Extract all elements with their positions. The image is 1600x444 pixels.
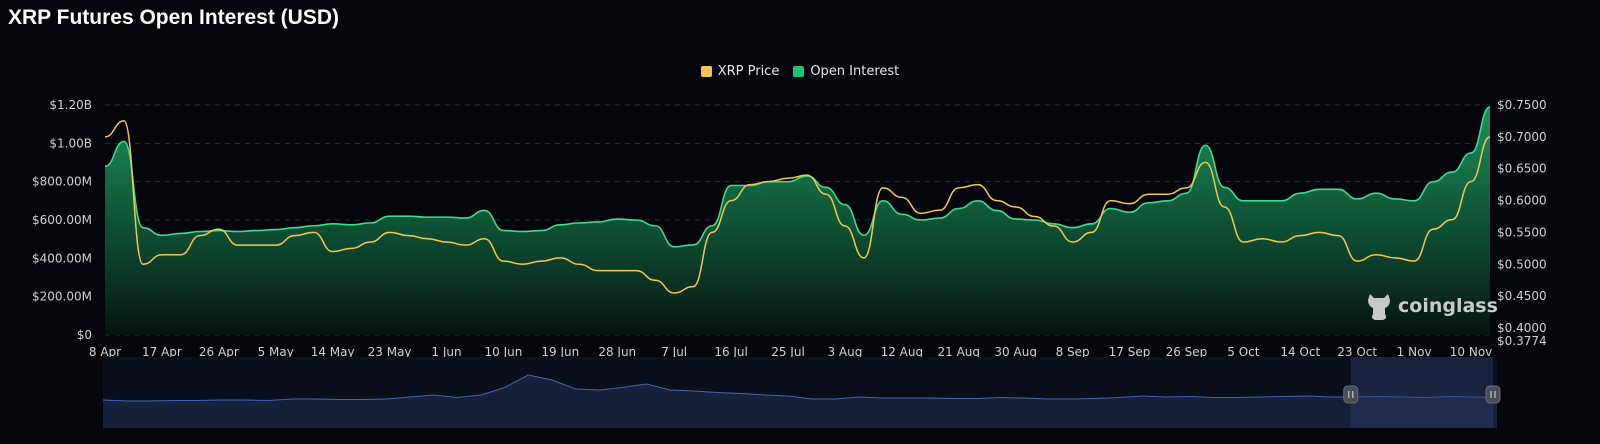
legend-item-open-interest[interactable]: Open Interest (793, 64, 899, 79)
x-tick-label: 23 May (368, 345, 412, 359)
handle-grip-icon (1485, 385, 1501, 404)
x-tick-label: 28 Jun (598, 345, 636, 359)
x-tick-label: 10 Nov (1450, 345, 1493, 359)
handle-grip-icon (1343, 385, 1359, 404)
coinglass-logo-icon (1368, 294, 1390, 320)
y-left-tick-label: $1.00B (49, 136, 92, 150)
open-interest-area (105, 106, 1490, 335)
x-tick-label: 1 Jun (431, 345, 461, 359)
y-right-tick-label: $0.6500 (1497, 162, 1547, 176)
y-left-tick-label: $600.00M (32, 213, 92, 227)
x-tick-label: 21 Aug (938, 345, 981, 359)
x-tick-label: 10 Jun (485, 345, 523, 359)
y-right-tick-label: $0.4500 (1497, 289, 1547, 303)
x-tick-label: 5 May (258, 345, 294, 359)
y-right-tick-label: $0.6000 (1497, 194, 1547, 208)
legend-swatch-open-interest (793, 66, 805, 77)
watermark-text: coinglass (1398, 295, 1498, 317)
open-interest-line (104, 106, 1491, 248)
navigator-handle-left[interactable] (1343, 385, 1359, 404)
x-tick-label: 5 Oct (1227, 345, 1259, 359)
navigator-handle-right[interactable] (1485, 385, 1501, 404)
navigator-area (103, 375, 1497, 428)
x-tick-label: 17 Apr (142, 345, 182, 359)
x-tick-label: 26 Sep (1166, 345, 1208, 359)
x-tick-label: 14 Oct (1280, 345, 1320, 359)
x-tick-label: 25 Jul (771, 345, 805, 359)
x-tick-label: 7 Jul (661, 345, 687, 359)
legend-label-open-interest: Open Interest (810, 64, 900, 79)
legend: XRP Price Open Interest (0, 64, 1600, 79)
x-tick-label: 23 Oct (1337, 345, 1377, 359)
y-left-tick-label: $0 (77, 328, 92, 342)
y-left-tick-label: $1.20B (49, 98, 92, 112)
y-right-tick-label: $0.7000 (1497, 130, 1547, 144)
navigator-selection[interactable] (1350, 357, 1493, 428)
x-tick-label: 19 Jun (541, 345, 579, 359)
coinglass-watermark: coinglass (1366, 290, 1498, 322)
navigator-line (102, 374, 1498, 402)
x-tick-label: 26 Apr (199, 345, 239, 359)
x-tick-label: 16 Jul (714, 345, 748, 359)
y-left-tick-label: $800.00M (32, 175, 92, 189)
x-tick-label: 1 Nov (1397, 345, 1432, 359)
y-right-tick-label: $0.7500 (1497, 98, 1547, 112)
x-tick-label: 30 Aug (994, 345, 1037, 359)
x-tick-label: 3 Aug (827, 345, 862, 359)
y-right-tick-label: $0.3774 (1497, 334, 1547, 348)
x-tick-label: 17 Sep (1109, 345, 1151, 359)
legend-item-price[interactable]: XRP Price (700, 64, 780, 79)
x-tick-label: 8 Sep (1056, 345, 1090, 359)
y-right-tick-label: $0.5500 (1497, 225, 1547, 239)
y-right-tick-label: $0.5000 (1497, 257, 1547, 271)
y-right-tick-label: $0.4000 (1497, 321, 1547, 335)
x-tick-label: 14 May (311, 345, 355, 359)
y-left-tick-label: $200.00M (32, 290, 92, 304)
chart-title: XRP Futures Open Interest (USD) (8, 6, 339, 29)
y-left-tick-label: $400.00M (32, 251, 92, 265)
legend-label-price: XRP Price (717, 64, 780, 79)
legend-swatch-price (700, 66, 712, 77)
x-tick-label: 8 Apr (89, 345, 121, 359)
xrp-price-line (104, 120, 1491, 294)
x-tick-label: 12 Aug (881, 345, 924, 359)
